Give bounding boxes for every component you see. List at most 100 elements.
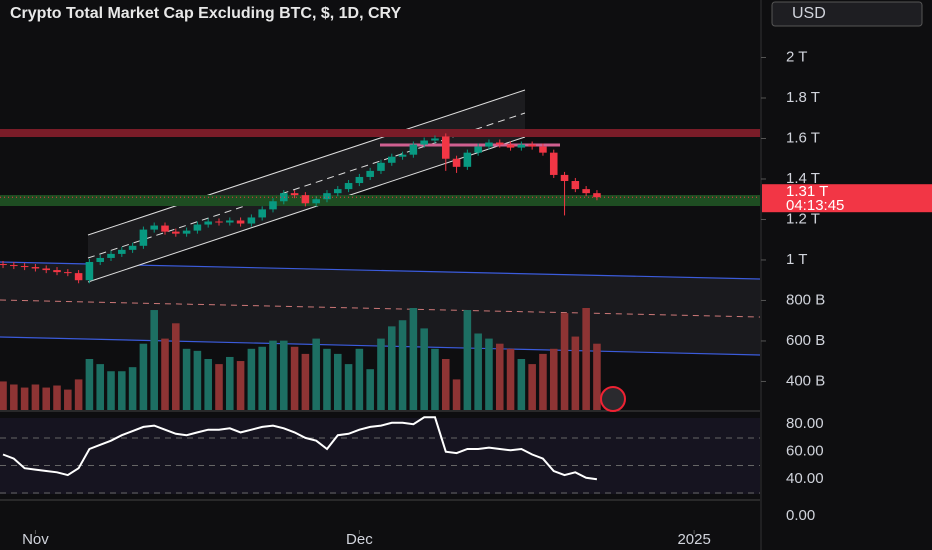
candle-body	[301, 195, 310, 204]
volume-bar	[290, 346, 299, 410]
volume-bar	[517, 359, 526, 410]
volume-bar	[420, 328, 428, 410]
volume-bar	[118, 371, 126, 410]
x-tick-label: 2025	[677, 531, 710, 548]
countdown: 04:13:45	[786, 197, 844, 214]
volume-bar	[161, 338, 169, 410]
volume-bar	[582, 308, 590, 410]
candle-body	[571, 181, 580, 190]
volume-bar	[301, 353, 310, 410]
candle-body	[85, 261, 94, 281]
volume-bar	[269, 340, 277, 410]
candle-body	[517, 144, 526, 148]
volume-bar	[0, 381, 7, 410]
candle-body	[74, 273, 83, 281]
x-tick-label: Dec	[346, 531, 373, 548]
trend-line	[87, 136, 526, 283]
currency-button[interactable]	[771, 1, 923, 27]
volume-bar	[10, 384, 18, 410]
volume-bar	[182, 348, 191, 410]
candle-body	[280, 193, 288, 202]
rsi-panel	[0, 418, 760, 494]
candle-body	[420, 140, 428, 145]
volume-bar	[107, 371, 115, 410]
volume-bar	[431, 348, 439, 410]
support-zone	[0, 195, 760, 206]
candle-body	[387, 156, 396, 163]
candle-body	[560, 174, 569, 182]
volume-bar	[226, 356, 234, 410]
candle-body	[64, 272, 72, 274]
volume-bar	[312, 338, 320, 410]
candle-body	[10, 265, 18, 267]
rsi-tick-label: 60.00	[786, 443, 824, 460]
volume-bar	[53, 385, 61, 410]
candle-body	[290, 193, 299, 196]
volume-bar	[333, 353, 342, 410]
rsi-tick-label: 40.00	[786, 470, 824, 487]
volume-bar	[463, 310, 472, 410]
candle-body	[107, 253, 115, 258]
candle-body	[96, 257, 104, 262]
volume-bar	[31, 384, 40, 410]
volume-bar	[571, 336, 580, 410]
volume-bar	[344, 364, 353, 410]
volume-bar	[74, 379, 83, 410]
candle-body	[409, 144, 418, 155]
y-tick-label: 800 B	[786, 291, 825, 308]
candle-body	[20, 266, 29, 268]
volume-bar	[474, 333, 482, 410]
candle-body	[549, 152, 558, 175]
candle-body	[398, 154, 407, 157]
candle-body	[172, 231, 180, 234]
currency-label[interactable]: USD	[792, 5, 826, 22]
volume-bar	[96, 364, 104, 410]
candle-body	[53, 270, 61, 273]
candle-body	[485, 142, 493, 147]
volume-bar	[398, 320, 407, 410]
volume-bar	[258, 346, 266, 410]
volume-bar	[452, 379, 461, 410]
volume-bar	[280, 340, 288, 410]
event-icon[interactable]	[600, 386, 626, 412]
candle-body	[344, 183, 353, 190]
volume-bar	[409, 308, 418, 410]
marks: 400 B 600 B 800 B 1 T 1.2 T 1.4 T 1.6 T 1.8 T 2 …	[0, 48, 932, 548]
trend-line	[87, 89, 526, 236]
x-tick-label: Nov	[22, 531, 49, 548]
rsi-line	[2, 416, 598, 481]
candle-body	[139, 229, 148, 246]
candle-body	[182, 230, 191, 234]
candle-body	[463, 152, 472, 167]
regression-channel	[0, 262, 760, 355]
volume-bar	[485, 338, 493, 410]
candle-body	[333, 189, 342, 194]
candle-body	[42, 268, 50, 271]
y-tick-label: 1.6 T	[786, 129, 820, 146]
volume-bar	[549, 348, 558, 410]
volume-bar	[387, 326, 396, 410]
resistance-zone	[0, 129, 760, 137]
volume-bar	[366, 369, 374, 410]
y-tick-label: 1.2 T	[786, 210, 820, 227]
candle-body	[118, 249, 126, 254]
candle-body	[528, 144, 536, 147]
candle-body	[452, 158, 461, 167]
candle-body	[258, 209, 266, 218]
volume-bar	[539, 353, 547, 410]
last-price-box	[762, 184, 932, 213]
candle-body	[204, 221, 212, 225]
volume-bar	[150, 310, 158, 410]
candle-body	[582, 189, 590, 194]
trend-mid	[87, 112, 526, 259]
candle-body	[226, 220, 234, 223]
volume-bar	[441, 359, 450, 410]
candle-body	[366, 170, 374, 177]
candle-body	[150, 225, 158, 230]
chart-title: Crypto Total Market Cap Excluding BTC, $…	[10, 5, 401, 22]
volume-bar	[42, 387, 50, 410]
candle-body	[247, 217, 256, 224]
candle-body	[593, 193, 601, 198]
volume-bar	[85, 359, 94, 410]
